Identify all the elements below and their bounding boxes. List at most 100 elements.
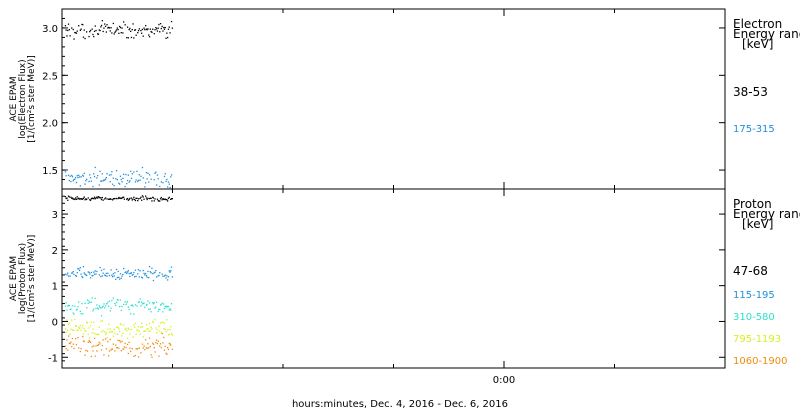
data-point bbox=[73, 329, 75, 331]
data-point bbox=[142, 302, 144, 305]
data-point bbox=[137, 30, 140, 32]
data-point bbox=[162, 198, 164, 200]
data-point bbox=[159, 330, 161, 332]
data-point bbox=[150, 311, 152, 313]
data-point bbox=[128, 328, 130, 331]
data-point bbox=[110, 307, 112, 309]
data-point bbox=[167, 181, 170, 183]
data-point bbox=[88, 180, 90, 183]
data-point bbox=[99, 306, 101, 308]
data-point bbox=[101, 344, 103, 347]
data-point bbox=[78, 326, 80, 328]
data-point bbox=[85, 349, 87, 352]
data-point bbox=[166, 306, 168, 308]
data-point bbox=[135, 197, 137, 199]
data-point bbox=[70, 328, 72, 330]
data-point bbox=[103, 268, 105, 270]
data-point bbox=[138, 330, 140, 332]
legend-title: Energy range bbox=[733, 207, 800, 221]
data-point bbox=[84, 302, 86, 304]
data-point bbox=[162, 342, 164, 344]
data-point bbox=[156, 198, 159, 200]
data-point bbox=[168, 196, 170, 198]
data-point bbox=[111, 171, 113, 173]
data-point bbox=[99, 170, 101, 172]
data-point bbox=[100, 269, 103, 272]
data-point bbox=[87, 271, 89, 273]
data-point bbox=[164, 274, 166, 276]
data-point bbox=[82, 266, 85, 268]
data-point bbox=[72, 271, 74, 273]
data-point bbox=[104, 307, 106, 309]
data-point bbox=[147, 172, 149, 174]
data-point bbox=[67, 195, 70, 197]
data-point bbox=[99, 197, 101, 199]
data-point bbox=[113, 185, 115, 187]
data-point bbox=[156, 329, 159, 331]
data-point bbox=[82, 198, 84, 200]
data-point bbox=[171, 348, 173, 350]
data-point bbox=[72, 180, 74, 182]
data-point bbox=[156, 184, 158, 186]
data-point bbox=[142, 336, 144, 338]
data-point bbox=[121, 335, 123, 337]
data-point bbox=[85, 198, 87, 200]
data-point bbox=[138, 276, 140, 278]
data-point bbox=[155, 327, 157, 329]
data-point bbox=[148, 347, 150, 349]
data-point bbox=[104, 331, 106, 333]
data-point bbox=[80, 329, 82, 331]
data-point bbox=[100, 315, 103, 317]
data-point bbox=[85, 330, 87, 333]
data-point bbox=[163, 349, 166, 351]
data-point bbox=[92, 328, 94, 330]
data-point bbox=[132, 273, 134, 276]
data-point bbox=[155, 27, 157, 29]
data-point bbox=[67, 349, 69, 351]
data-point bbox=[114, 31, 116, 33]
data-point bbox=[64, 305, 67, 307]
data-point bbox=[156, 30, 159, 32]
data-point bbox=[93, 175, 96, 178]
data-point bbox=[115, 178, 117, 180]
data-point bbox=[69, 342, 71, 345]
data-point bbox=[139, 333, 141, 335]
data-point bbox=[117, 270, 119, 273]
data-point bbox=[127, 270, 129, 272]
data-point bbox=[77, 329, 79, 331]
data-point bbox=[94, 270, 96, 272]
data-point bbox=[67, 29, 69, 32]
data-point bbox=[78, 198, 81, 200]
data-point bbox=[159, 304, 162, 306]
data-point bbox=[67, 174, 70, 176]
data-point bbox=[82, 276, 84, 279]
data-point bbox=[148, 36, 151, 38]
data-point bbox=[146, 29, 148, 31]
data-point bbox=[127, 327, 129, 329]
data-point bbox=[136, 305, 138, 307]
data-point bbox=[83, 196, 85, 198]
data-point bbox=[121, 275, 123, 277]
data-point bbox=[117, 299, 119, 301]
data-point bbox=[95, 333, 97, 336]
y-axis-label: ACE EPAM bbox=[9, 256, 19, 301]
data-point bbox=[128, 308, 130, 311]
data-point bbox=[152, 321, 155, 324]
data-point bbox=[82, 324, 84, 327]
data-point bbox=[116, 27, 118, 29]
data-point bbox=[164, 198, 166, 200]
data-point bbox=[163, 26, 165, 29]
data-point bbox=[156, 343, 159, 345]
data-point bbox=[144, 349, 146, 351]
data-point bbox=[138, 301, 140, 303]
y-axis-label: log(Proton Flux) bbox=[18, 243, 28, 314]
data-point bbox=[66, 197, 68, 199]
data-point bbox=[102, 330, 104, 332]
data-point bbox=[92, 274, 94, 277]
data-point bbox=[75, 344, 78, 346]
data-point bbox=[100, 180, 103, 182]
data-point bbox=[166, 319, 168, 321]
data-point bbox=[167, 28, 170, 30]
data-point bbox=[70, 196, 72, 198]
